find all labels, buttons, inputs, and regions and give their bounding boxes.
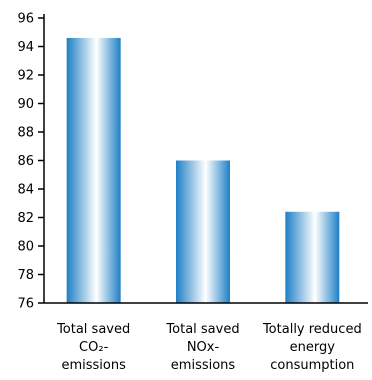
y-tick-labels: 76 78 80 82 84 86 88 90 92 94 96 [17,12,44,312]
y-tick-label: 94 [17,40,34,55]
y-tick-label: 76 [17,297,34,312]
y-tick-label: 88 [17,126,34,141]
category-labels: Total saved CO₂-emissions Total saved NOx-e… [56,322,362,373]
y-tick-label: 90 [17,97,34,112]
bar-2 [176,160,230,303]
y-tick-label: 82 [17,211,34,226]
category-label-2: Total saved NOx-emissions [165,322,239,373]
category-label-3: Totally reduced energy consumption [262,322,362,373]
y-tick-label: 86 [17,154,34,169]
y-axis [43,14,368,304]
bar-1 [66,37,121,303]
bar-3 [285,211,340,303]
y-tick-label: 96 [17,12,34,27]
y-tick-label: 84 [17,183,34,198]
bars-group [66,37,340,303]
category-label-1: Total saved CO₂-emissions [56,322,130,373]
y-tick-label: 80 [17,240,34,255]
y-tick-label: 78 [17,268,34,283]
y-tick-label: 92 [17,69,34,84]
